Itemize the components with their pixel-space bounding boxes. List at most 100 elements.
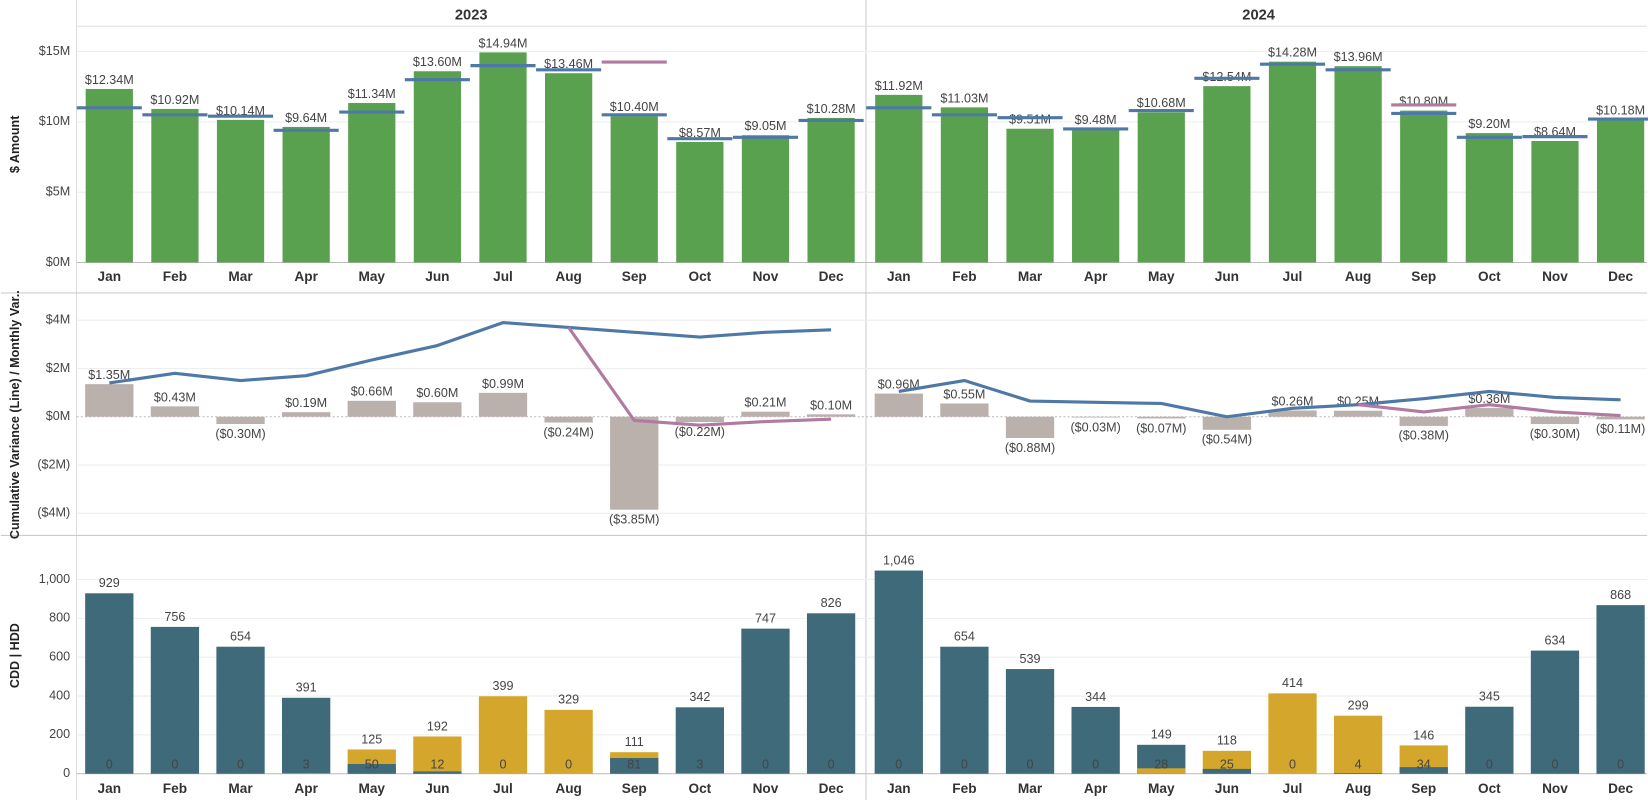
bar xyxy=(806,613,856,774)
value-label: 118 xyxy=(1217,734,1237,748)
value-label: $10.92M xyxy=(150,93,199,107)
x-tick-label: Oct xyxy=(688,269,711,284)
value-label: ($3.85M) xyxy=(609,513,659,527)
value-label: $0.60M xyxy=(416,386,458,400)
bar xyxy=(1005,669,1055,774)
x-tick-label: Jun xyxy=(425,781,449,796)
bar xyxy=(478,392,528,417)
value-label: ($0.54M) xyxy=(1202,433,1252,447)
value-label: $13.46M xyxy=(544,57,593,71)
value-label: 50 xyxy=(365,758,379,772)
y-tick-label: 0 xyxy=(63,766,70,780)
value-label: 0 xyxy=(171,758,178,772)
bar xyxy=(413,71,462,263)
bar xyxy=(150,406,200,417)
value-label: 125 xyxy=(361,732,382,746)
x-tick-label: May xyxy=(1148,781,1175,796)
value-label: 0 xyxy=(762,758,769,772)
value-label: 149 xyxy=(1151,728,1172,742)
x-tick-label: Dec xyxy=(819,781,844,796)
bar xyxy=(874,393,923,417)
value-label: ($0.88M) xyxy=(1005,441,1055,455)
value-label: $12.34M xyxy=(85,73,134,87)
bar xyxy=(1596,119,1645,263)
bar xyxy=(1137,768,1186,774)
x-tick-label: May xyxy=(359,269,386,284)
value-label: $10.14M xyxy=(216,104,265,118)
bar xyxy=(1531,140,1579,263)
value-label: 0 xyxy=(1027,758,1034,772)
bar xyxy=(741,411,790,417)
bar xyxy=(1202,750,1252,774)
x-tick-label: Sep xyxy=(1411,781,1436,796)
bar xyxy=(741,135,790,263)
x-tick-label: Jul xyxy=(1283,781,1303,796)
y-tick-label: ($4M) xyxy=(37,506,70,520)
bar xyxy=(1596,605,1645,774)
x-tick-label: Nov xyxy=(753,269,779,284)
bar xyxy=(676,141,724,263)
bar xyxy=(807,117,855,263)
value-label: $0.36M xyxy=(1468,392,1510,406)
bar xyxy=(610,116,658,263)
bar xyxy=(478,696,528,774)
y-tick-label: $4M xyxy=(46,313,70,327)
bar xyxy=(1333,715,1383,774)
value-label: $11.03M xyxy=(940,91,988,105)
bar xyxy=(151,108,199,263)
value-label: 329 xyxy=(558,693,579,707)
bar xyxy=(282,697,331,774)
value-label: 1,046 xyxy=(883,553,914,567)
bar xyxy=(1400,110,1448,263)
bar xyxy=(875,94,923,263)
bar xyxy=(940,646,989,774)
x-tick-label: Jun xyxy=(1215,269,1239,284)
y-axis-title: $ Amount xyxy=(8,115,22,173)
value-label: $13.96M xyxy=(1334,50,1383,64)
bar xyxy=(150,626,200,774)
bar xyxy=(1334,66,1382,263)
value-label: 414 xyxy=(1282,676,1303,690)
bar xyxy=(741,628,790,774)
value-label: 34 xyxy=(1417,758,1431,772)
x-tick-label: Dec xyxy=(1608,781,1633,796)
value-label: $0.43M xyxy=(154,390,196,404)
y-tick-label: $0M xyxy=(46,255,70,269)
x-tick-label: Sep xyxy=(622,781,647,796)
bar xyxy=(1465,706,1514,774)
value-label: 0 xyxy=(106,758,113,772)
value-label: 344 xyxy=(1085,690,1106,704)
value-label: 0 xyxy=(1617,758,1624,772)
bar xyxy=(675,707,724,774)
value-label: 0 xyxy=(237,758,244,772)
bar xyxy=(1071,416,1120,418)
value-label: $9.05M xyxy=(744,119,786,133)
value-label: $10.18M xyxy=(1596,103,1645,117)
x-tick-label: Feb xyxy=(163,269,187,284)
value-label: $13.60M xyxy=(413,55,462,69)
value-label: 25 xyxy=(1220,758,1234,772)
x-tick-label: Nov xyxy=(1542,269,1568,284)
x-tick-label: Mar xyxy=(1018,269,1043,284)
x-tick-label: Apr xyxy=(1084,781,1108,796)
value-label: $8.57M xyxy=(679,126,721,140)
bar xyxy=(675,416,724,423)
y-tick-label: 400 xyxy=(49,688,70,702)
line xyxy=(109,321,832,385)
x-tick-label: Jan xyxy=(887,269,910,284)
value-label: 0 xyxy=(1092,758,1099,772)
bar xyxy=(1202,416,1252,430)
value-label: $10.68M xyxy=(1137,96,1186,110)
bar xyxy=(806,414,856,417)
value-label: $9.48M xyxy=(1075,113,1117,127)
x-tick-label: Jun xyxy=(425,269,449,284)
bar xyxy=(282,412,331,417)
value-label: $9.20M xyxy=(1468,117,1510,131)
value-label: 826 xyxy=(821,596,842,610)
value-label: 146 xyxy=(1413,728,1434,742)
bar xyxy=(1399,767,1448,774)
value-label: 0 xyxy=(1486,758,1493,772)
bar xyxy=(216,119,265,263)
x-tick-label: May xyxy=(1148,269,1175,284)
